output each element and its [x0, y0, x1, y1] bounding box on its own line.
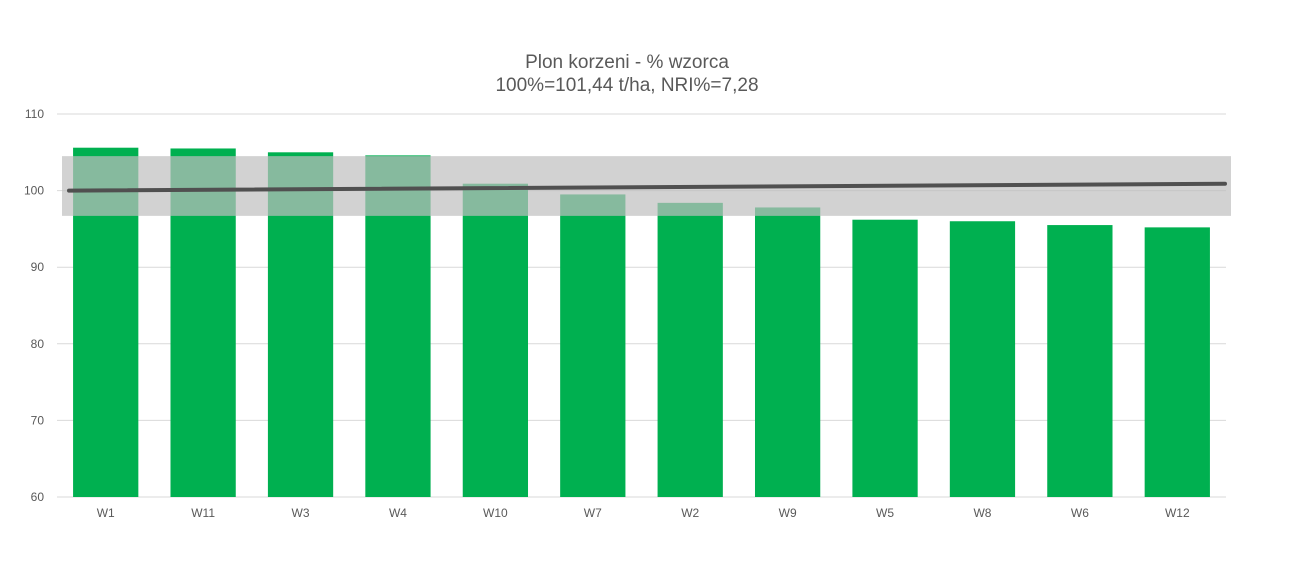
x-tick-label: W10: [483, 506, 508, 520]
y-tick-label: 60: [31, 490, 45, 504]
y-tick-label: 70: [31, 413, 45, 427]
x-tick-label: W3: [292, 506, 310, 520]
x-tick-label: W6: [1071, 506, 1089, 520]
bar-w9: [754, 207, 821, 497]
x-tick-label: W2: [681, 506, 699, 520]
bar-w5: [852, 219, 918, 497]
y-axis: 60 70 80 90 100 110: [24, 107, 44, 504]
x-tick-label: W5: [876, 506, 894, 520]
bar-w8: [949, 221, 1016, 498]
x-tick-label: W9: [779, 506, 797, 520]
x-tick-label: W11: [191, 506, 215, 520]
x-tick-label: W12: [1165, 506, 1190, 520]
y-tick-label: 90: [31, 260, 45, 274]
chart-subtitle: 100%=101,44 t/ha, NRI%=7,28: [495, 75, 758, 96]
x-tick-label: W7: [584, 506, 602, 520]
bar-w10: [462, 183, 529, 497]
y-tick-label: 110: [25, 107, 44, 121]
x-tick-label: W4: [389, 506, 407, 520]
bar-w6: [1047, 225, 1113, 497]
trend-line: [67, 181, 1227, 193]
bar-w12: [1144, 227, 1210, 498]
bar-w2: [657, 202, 723, 497]
x-tick-label: W8: [973, 506, 991, 520]
y-tick-label: 80: [31, 337, 45, 351]
x-axis: W1 W11 W3 W4 W10 W7 W2 W9 W5 W8 W6 W12: [97, 506, 1190, 520]
y-tick-label: 100: [24, 184, 44, 198]
chart-title: Plon korzeni - % wzorca: [525, 52, 729, 73]
trend-layer: [67, 181, 1227, 193]
x-tick-label: W1: [97, 506, 115, 520]
bar-w7: [560, 194, 626, 497]
